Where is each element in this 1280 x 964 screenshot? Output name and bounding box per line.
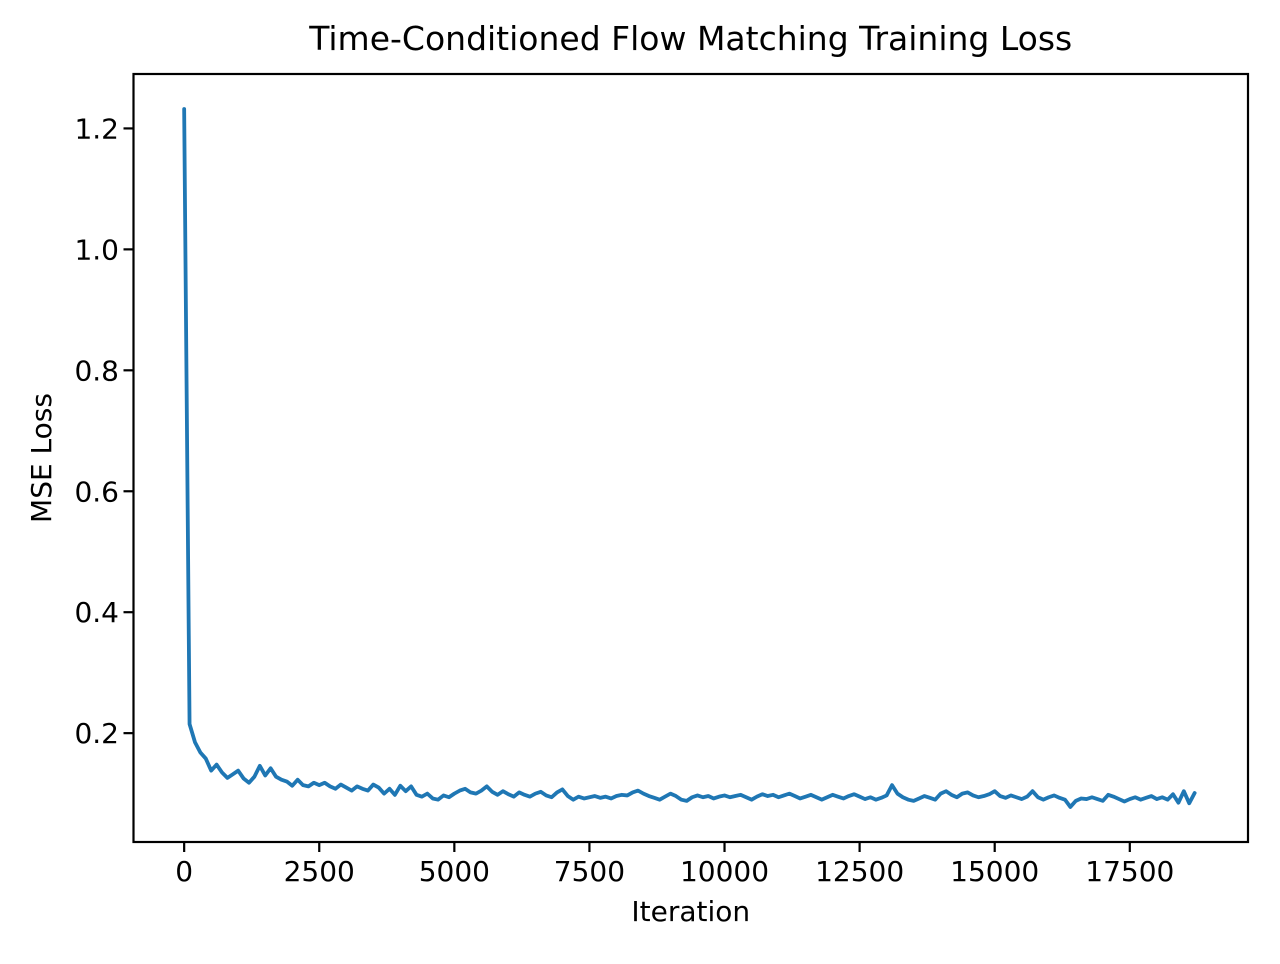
x-tick-label: 15000	[950, 855, 1039, 888]
y-axis-tick-labels: 0.2 0.4 0.6 0.8 1.0 1.2	[74, 112, 119, 750]
y-tick-label: 0.8	[74, 354, 119, 387]
y-tick-label: 0.6	[74, 475, 119, 508]
x-tick-label: 2500	[284, 855, 355, 888]
chart-title: Time-Conditioned Flow Matching Training …	[308, 19, 1072, 58]
plot-area-border	[132, 72, 1250, 844]
x-tick-label: 0	[175, 855, 193, 888]
y-tick-label: 1.2	[74, 112, 119, 145]
x-tick-label: 12500	[815, 855, 904, 888]
x-tick-label: 17500	[1085, 855, 1174, 888]
y-tick-label: 0.2	[74, 717, 119, 750]
y-axis-ticks	[123, 127, 134, 735]
y-tick-label: 1.0	[74, 233, 119, 266]
y-axis-label: MSE Loss	[25, 393, 58, 523]
x-tick-label: 10000	[680, 855, 769, 888]
x-tick-label: 7500	[554, 855, 625, 888]
x-axis-label: Iteration	[631, 895, 750, 928]
x-axis-tick-labels: 0 2500 5000 7500 10000 12500 15000 17500	[175, 855, 1174, 888]
y-tick-label: 0.4	[74, 596, 119, 629]
x-tick-label: 5000	[419, 855, 490, 888]
training-loss-line	[182, 107, 1197, 809]
x-axis-ticks	[183, 842, 1131, 852]
